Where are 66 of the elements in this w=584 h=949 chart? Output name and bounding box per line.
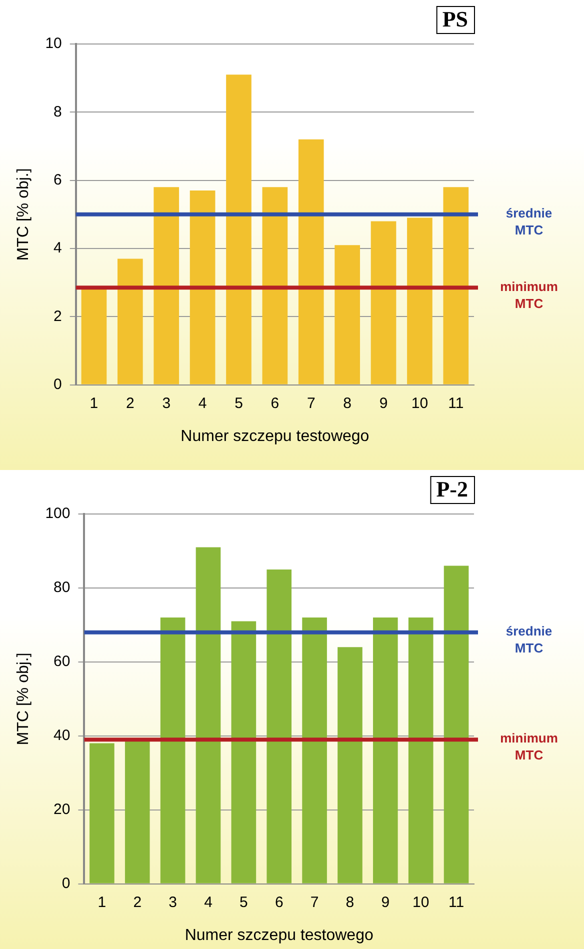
ref-line-label: średnie MTC [506, 623, 552, 656]
x-tick-label: 7 [306, 394, 316, 412]
bar [196, 547, 221, 884]
y-tick-label: 4 [54, 240, 62, 257]
bar [266, 569, 292, 884]
bar [226, 74, 252, 384]
x-tick-label: 1 [98, 894, 106, 911]
x-tick-label: 5 [240, 894, 248, 911]
y-axis-title: MTC [% obj.] [15, 652, 32, 746]
x-tick-label: 3 [168, 894, 177, 911]
y-tick-label: 20 [54, 800, 70, 818]
x-tick-label: 6 [274, 894, 284, 911]
x-tick-label: 2 [126, 394, 134, 412]
y-tick-label: 60 [54, 653, 70, 670]
y-tick-label: 80 [54, 579, 70, 596]
x-tick-label: 5 [234, 394, 243, 412]
x-axis-title: Numer szczepu testowego [184, 926, 374, 944]
bar [298, 139, 324, 384]
x-tick-label: 2 [133, 894, 142, 911]
bar [118, 258, 143, 384]
bar [370, 221, 396, 384]
y-tick-label: 100 [45, 505, 70, 522]
y-tick-label: 10 [45, 35, 62, 52]
x-tick-label: 4 [198, 394, 207, 412]
bar [124, 740, 150, 884]
y-tick-label: 8 [54, 103, 62, 120]
bar [160, 618, 186, 884]
x-tick-label: 9 [381, 894, 390, 911]
bar [443, 187, 469, 384]
ref-line-label: minimum MTC [500, 730, 558, 763]
x-tick-label: 10 [412, 894, 430, 911]
bar [373, 618, 398, 884]
bar [408, 618, 434, 884]
bar [154, 187, 180, 384]
x-tick-label: 6 [270, 394, 280, 412]
y-axis-title: MTC [% obj.] [15, 168, 32, 261]
x-tick-label: 4 [204, 894, 212, 911]
bar [302, 618, 327, 884]
bar [407, 218, 432, 384]
y-tick-label: 0 [54, 376, 62, 393]
ref-line-label: minimum MTC [500, 278, 558, 311]
y-tick-label: 40 [54, 727, 70, 744]
bar [81, 289, 107, 384]
y-tick-label: 0 [62, 874, 70, 892]
y-tick-label: 2 [54, 308, 62, 325]
bar [190, 190, 216, 384]
x-tick-label: 10 [411, 394, 428, 412]
x-tick-label: 11 [448, 894, 464, 911]
bar [231, 621, 256, 884]
x-tick-label: 8 [346, 894, 354, 911]
x-tick-label: 3 [162, 394, 171, 412]
bar [444, 566, 469, 884]
x-axis-title: Numer szczepu testowego [180, 428, 370, 445]
bar [90, 743, 114, 884]
y-tick-label: 6 [54, 171, 62, 188]
x-tick-label: 9 [379, 394, 388, 412]
x-tick-label: 8 [343, 394, 352, 412]
x-tick-label: 1 [90, 394, 98, 412]
bar [334, 245, 360, 384]
ref-line-label: średnie MTC [506, 205, 552, 238]
bar [262, 187, 288, 384]
x-tick-label: 11 [448, 394, 464, 412]
x-tick-label: 7 [310, 894, 319, 911]
bar [338, 647, 362, 884]
chart-title: P-2 [436, 476, 468, 502]
chart-title: PS [442, 6, 468, 32]
